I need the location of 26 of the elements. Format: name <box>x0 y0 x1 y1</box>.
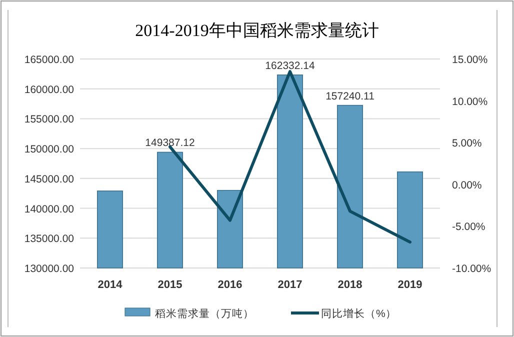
x-tick-label: 2017 <box>278 279 302 291</box>
x-tick-label: 2014 <box>98 279 124 291</box>
legend-label: 稻米需求量（万吨） <box>155 307 254 320</box>
chart-title: 2014-2019年中国稻米需求量统计 <box>135 21 379 40</box>
y-tick-label: 155000.00 <box>24 114 74 126</box>
y2-tick-label: 5.00% <box>452 138 482 150</box>
y-tick-label: 140000.00 <box>24 203 74 216</box>
y-tick-label: 135000.00 <box>24 233 74 246</box>
x-tick-label: 2015 <box>158 279 182 291</box>
y-tick-label: 150000.00 <box>24 144 74 156</box>
y2-tick-label: 10.00% <box>452 96 488 108</box>
y2-tick-label: -5.00% <box>452 221 486 234</box>
data-label: 162332.14 <box>265 60 315 72</box>
x-tick-label: 2019 <box>398 279 422 291</box>
x-tick-label: 2018 <box>338 279 362 291</box>
y-tick-label: 130000.00 <box>24 263 74 275</box>
y2-tick-label: 0.00% <box>452 179 482 192</box>
data-label: 157240.11 <box>326 90 375 102</box>
y-tick-label: 160000.00 <box>24 84 74 96</box>
legend-label: 同比增长（%） <box>321 307 396 320</box>
y2-tick-label: -10.00% <box>452 263 492 275</box>
data-label: 149387.12 <box>145 137 195 150</box>
x-tick-label: 2016 <box>218 279 242 291</box>
y-tick-label: 145000.00 <box>24 173 74 186</box>
y2-tick-label: 15.00% <box>452 54 488 66</box>
y-tick-label: 165000.00 <box>24 54 74 66</box>
